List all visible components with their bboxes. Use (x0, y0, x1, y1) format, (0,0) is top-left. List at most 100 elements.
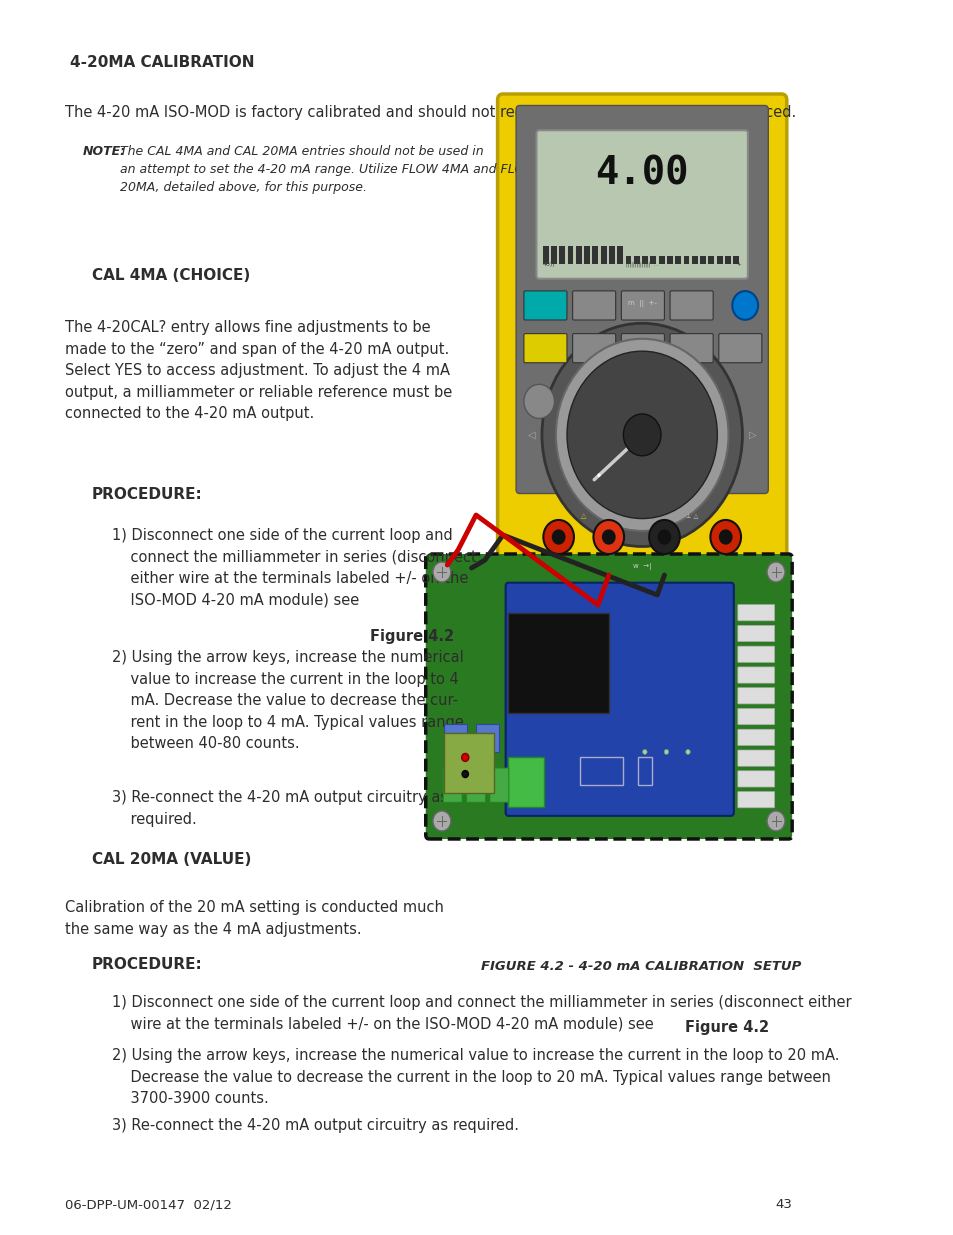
Text: 3) Re-connect the 4-20 mA output circuitry as
    required.: 3) Re-connect the 4-20 mA output circuit… (112, 790, 448, 826)
Text: 2) Using the arrow keys, increase the numerical
    value to increase the curren: 2) Using the arrow keys, increase the nu… (112, 650, 464, 751)
Circle shape (556, 338, 728, 531)
Bar (508, 757, 544, 808)
FancyBboxPatch shape (669, 291, 713, 320)
FancyBboxPatch shape (620, 333, 663, 363)
Bar (637, 757, 652, 785)
Text: 1) Disconnect one side of the current loop and
    connect the milliammeter in s: 1) Disconnect one side of the current lo… (112, 529, 476, 608)
Bar (508, 614, 608, 713)
Circle shape (648, 520, 679, 555)
FancyBboxPatch shape (737, 792, 774, 808)
FancyBboxPatch shape (497, 94, 786, 580)
FancyBboxPatch shape (443, 768, 461, 803)
FancyBboxPatch shape (572, 333, 615, 363)
Circle shape (543, 520, 574, 555)
FancyBboxPatch shape (536, 130, 747, 279)
FancyBboxPatch shape (737, 771, 774, 787)
Circle shape (642, 750, 646, 755)
Bar (617, 246, 622, 264)
Text: △: △ (580, 513, 586, 519)
Bar (443, 732, 494, 793)
Text: +: + (736, 262, 740, 267)
FancyBboxPatch shape (737, 750, 774, 766)
Text: 40)): 40)) (542, 262, 555, 267)
Text: NOTE:: NOTE: (83, 144, 126, 158)
Text: CAL 4MA (CHOICE): CAL 4MA (CHOICE) (91, 268, 250, 283)
Text: ⊥ △: ⊥ △ (685, 514, 698, 519)
Bar (558, 246, 564, 264)
Bar (625, 256, 631, 264)
Circle shape (461, 771, 468, 778)
Circle shape (551, 530, 565, 545)
Circle shape (663, 750, 668, 755)
Circle shape (433, 562, 451, 582)
Text: 43: 43 (775, 1198, 791, 1212)
Bar (608, 246, 614, 264)
Bar (443, 724, 467, 752)
Bar (567, 246, 573, 264)
Text: The CAL 4MA and CAL 20MA entries should not be used in
an attempt to set the 4-2: The CAL 4MA and CAL 20MA entries should … (120, 144, 537, 194)
FancyBboxPatch shape (737, 688, 774, 704)
Text: Calibration of the 20 mA setting is conducted much
the same way as the 4 mA adju: Calibration of the 20 mA setting is cond… (65, 900, 443, 936)
Circle shape (710, 520, 740, 555)
Bar (542, 246, 548, 264)
Bar (700, 256, 705, 264)
Bar (641, 256, 647, 264)
Text: 1) Disconnect one side of the current loop and connect the milliammeter in serie: 1) Disconnect one side of the current lo… (112, 995, 851, 1031)
Text: 3) Re-connect the 4-20 mA output circuitry as required.: 3) Re-connect the 4-20 mA output circuit… (112, 1118, 518, 1132)
Circle shape (593, 520, 623, 555)
Text: m  ||  +-: m || +- (627, 300, 656, 306)
Text: CAL 20MA (VALUE): CAL 20MA (VALUE) (91, 852, 251, 867)
FancyBboxPatch shape (737, 729, 774, 746)
Bar (650, 256, 656, 264)
Circle shape (732, 291, 758, 320)
Circle shape (766, 811, 784, 831)
Bar (592, 246, 598, 264)
Circle shape (622, 414, 660, 456)
FancyBboxPatch shape (572, 291, 615, 320)
Circle shape (566, 351, 717, 519)
FancyBboxPatch shape (737, 625, 774, 642)
FancyBboxPatch shape (620, 291, 663, 320)
Circle shape (657, 530, 671, 545)
Circle shape (718, 530, 732, 545)
Bar (724, 256, 730, 264)
Text: PROCEDURE:: PROCEDURE: (91, 487, 202, 501)
Bar (551, 246, 557, 264)
Bar (476, 724, 498, 752)
FancyBboxPatch shape (523, 291, 566, 320)
Text: ◁: ◁ (528, 430, 536, 440)
Circle shape (601, 530, 615, 545)
Circle shape (766, 562, 784, 582)
Circle shape (685, 750, 690, 755)
Text: PROCEDURE:: PROCEDURE: (91, 957, 202, 972)
FancyBboxPatch shape (516, 105, 767, 494)
FancyBboxPatch shape (669, 333, 713, 363)
Text: w  →|: w →| (632, 563, 651, 571)
FancyBboxPatch shape (737, 605, 774, 621)
Bar (733, 256, 739, 264)
FancyBboxPatch shape (505, 583, 733, 816)
FancyBboxPatch shape (718, 333, 761, 363)
Text: 4.00: 4.00 (595, 154, 688, 193)
Text: The 4-20CAL? entry allows fine adjustments to be
made to the “zero” and span of : The 4-20CAL? entry allows fine adjustmen… (65, 320, 452, 421)
Circle shape (433, 811, 451, 831)
Bar (683, 256, 689, 264)
FancyBboxPatch shape (490, 768, 508, 803)
Bar (716, 256, 721, 264)
Text: .: . (745, 1020, 750, 1035)
FancyBboxPatch shape (737, 709, 774, 725)
Text: .: . (431, 629, 436, 643)
Text: Figure 4.2: Figure 4.2 (684, 1020, 769, 1035)
Text: ||||||||||||||  . .: |||||||||||||| . . (625, 262, 657, 267)
FancyBboxPatch shape (523, 333, 566, 363)
Text: 2) Using the arrow keys, increase the numerical value to increase the current in: 2) Using the arrow keys, increase the nu… (112, 1049, 839, 1107)
FancyBboxPatch shape (737, 667, 774, 683)
Bar (576, 246, 581, 264)
Text: 4-20MA CALIBRATION: 4-20MA CALIBRATION (70, 56, 254, 70)
Bar (691, 256, 697, 264)
FancyBboxPatch shape (466, 768, 485, 803)
Text: 06-DPP-UM-00147  02/12: 06-DPP-UM-00147 02/12 (65, 1198, 232, 1212)
Text: The 4-20 mA ISO-MOD is factory calibrated and should not require adjustment unle: The 4-20 mA ISO-MOD is factory calibrate… (65, 105, 795, 120)
FancyBboxPatch shape (737, 646, 774, 662)
Bar (583, 246, 589, 264)
